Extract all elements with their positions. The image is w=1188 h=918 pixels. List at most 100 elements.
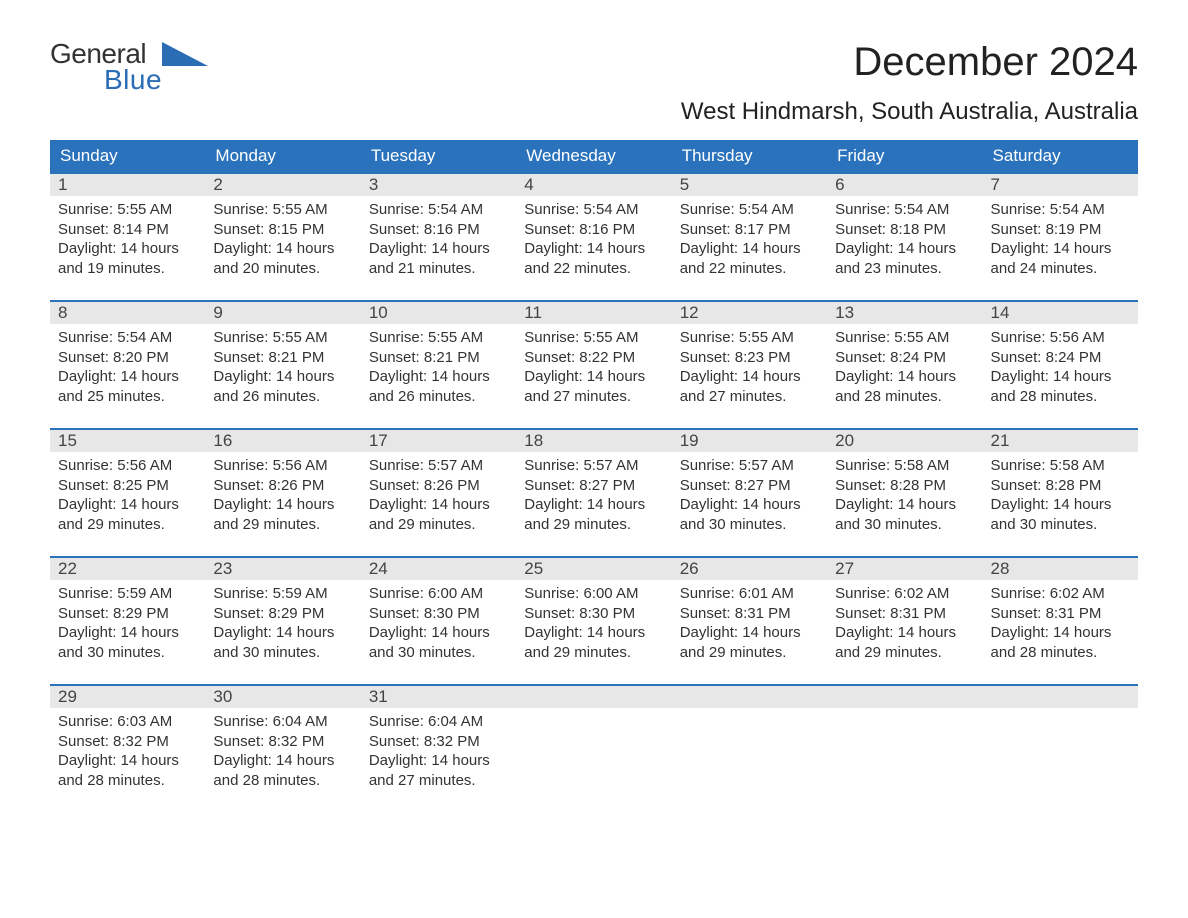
sunset-text: Sunset: 8:25 PM — [58, 476, 197, 496]
day-number: 7 — [983, 174, 1138, 196]
day-number: 23 — [205, 558, 360, 580]
daylight-text: Daylight: 14 hours and 29 minutes. — [58, 495, 197, 534]
day-body: Sunrise: 6:00 AMSunset: 8:30 PMDaylight:… — [361, 580, 516, 684]
dow-friday: Friday — [827, 140, 982, 172]
daylight-text: Daylight: 14 hours and 29 minutes. — [213, 495, 352, 534]
day-body: Sunrise: 5:54 AMSunset: 8:17 PMDaylight:… — [672, 196, 827, 300]
sunset-text: Sunset: 8:22 PM — [524, 348, 663, 368]
sunset-text: Sunset: 8:24 PM — [835, 348, 974, 368]
day-number: 10 — [361, 302, 516, 324]
week-row: 8Sunrise: 5:54 AMSunset: 8:20 PMDaylight… — [50, 300, 1138, 428]
daylight-text: Daylight: 14 hours and 26 minutes. — [213, 367, 352, 406]
day-cell: 15Sunrise: 5:56 AMSunset: 8:25 PMDayligh… — [50, 430, 205, 556]
day-cell: 19Sunrise: 5:57 AMSunset: 8:27 PMDayligh… — [672, 430, 827, 556]
daylight-text: Daylight: 14 hours and 28 minutes. — [991, 623, 1130, 662]
day-body: Sunrise: 6:04 AMSunset: 8:32 PMDaylight:… — [205, 708, 360, 812]
sunset-text: Sunset: 8:26 PM — [369, 476, 508, 496]
sunset-text: Sunset: 8:32 PM — [369, 732, 508, 752]
sunrise-text: Sunrise: 6:00 AM — [369, 584, 508, 604]
sunrise-text: Sunrise: 5:55 AM — [680, 328, 819, 348]
daylight-text: Daylight: 14 hours and 30 minutes. — [369, 623, 508, 662]
day-body: Sunrise: 5:56 AMSunset: 8:26 PMDaylight:… — [205, 452, 360, 556]
day-cell — [516, 686, 671, 812]
day-number: 5 — [672, 174, 827, 196]
sunset-text: Sunset: 8:28 PM — [835, 476, 974, 496]
day-number: 22 — [50, 558, 205, 580]
day-body: Sunrise: 5:56 AMSunset: 8:25 PMDaylight:… — [50, 452, 205, 556]
dow-wednesday: Wednesday — [516, 140, 671, 172]
day-body — [516, 708, 671, 812]
day-number: 29 — [50, 686, 205, 708]
day-body: Sunrise: 5:58 AMSunset: 8:28 PMDaylight:… — [827, 452, 982, 556]
day-cell: 1Sunrise: 5:55 AMSunset: 8:14 PMDaylight… — [50, 174, 205, 300]
sunrise-text: Sunrise: 6:02 AM — [991, 584, 1130, 604]
day-body: Sunrise: 6:04 AMSunset: 8:32 PMDaylight:… — [361, 708, 516, 812]
daylight-text: Daylight: 14 hours and 29 minutes. — [524, 495, 663, 534]
day-cell: 8Sunrise: 5:54 AMSunset: 8:20 PMDaylight… — [50, 302, 205, 428]
daylight-text: Daylight: 14 hours and 26 minutes. — [369, 367, 508, 406]
sunset-text: Sunset: 8:31 PM — [991, 604, 1130, 624]
day-number: 27 — [827, 558, 982, 580]
day-number — [672, 686, 827, 708]
sunrise-text: Sunrise: 6:04 AM — [213, 712, 352, 732]
day-cell: 28Sunrise: 6:02 AMSunset: 8:31 PMDayligh… — [983, 558, 1138, 684]
day-number: 24 — [361, 558, 516, 580]
sunset-text: Sunset: 8:29 PM — [58, 604, 197, 624]
sunrise-text: Sunrise: 6:03 AM — [58, 712, 197, 732]
sunset-text: Sunset: 8:32 PM — [213, 732, 352, 752]
dow-monday: Monday — [205, 140, 360, 172]
sunset-text: Sunset: 8:16 PM — [369, 220, 508, 240]
calendar: Sunday Monday Tuesday Wednesday Thursday… — [50, 140, 1138, 812]
day-cell — [672, 686, 827, 812]
day-number: 26 — [672, 558, 827, 580]
daylight-text: Daylight: 14 hours and 29 minutes. — [680, 623, 819, 662]
sunset-text: Sunset: 8:28 PM — [991, 476, 1130, 496]
sunset-text: Sunset: 8:27 PM — [680, 476, 819, 496]
day-body: Sunrise: 5:54 AMSunset: 8:16 PMDaylight:… — [516, 196, 671, 300]
week-row: 15Sunrise: 5:56 AMSunset: 8:25 PMDayligh… — [50, 428, 1138, 556]
day-number: 9 — [205, 302, 360, 324]
sunset-text: Sunset: 8:20 PM — [58, 348, 197, 368]
daylight-text: Daylight: 14 hours and 20 minutes. — [213, 239, 352, 278]
dow-sunday: Sunday — [50, 140, 205, 172]
sunset-text: Sunset: 8:16 PM — [524, 220, 663, 240]
daylight-text: Daylight: 14 hours and 28 minutes. — [58, 751, 197, 790]
sunset-text: Sunset: 8:27 PM — [524, 476, 663, 496]
day-number: 2 — [205, 174, 360, 196]
day-number: 30 — [205, 686, 360, 708]
logo-flag-icon — [162, 42, 208, 68]
day-number: 18 — [516, 430, 671, 452]
sunset-text: Sunset: 8:21 PM — [213, 348, 352, 368]
sunset-text: Sunset: 8:18 PM — [835, 220, 974, 240]
dow-saturday: Saturday — [983, 140, 1138, 172]
week-row: 29 Sunrise: 6:03 AM Sunset: 8:32 PM Dayligh… — [50, 684, 1138, 812]
sunrise-text: Sunrise: 5:55 AM — [369, 328, 508, 348]
sunset-text: Sunset: 8:29 PM — [213, 604, 352, 624]
day-number: 11 — [516, 302, 671, 324]
day-body — [983, 708, 1138, 812]
day-cell: 21Sunrise: 5:58 AMSunset: 8:28 PMDayligh… — [983, 430, 1138, 556]
weeks-container: 1Sunrise: 5:55 AMSunset: 8:14 PMDaylight… — [50, 172, 1138, 812]
sunset-text: Sunset: 8:23 PM — [680, 348, 819, 368]
daylight-text: Daylight: 14 hours and 27 minutes. — [680, 367, 819, 406]
daylight-text: Daylight: 14 hours and 30 minutes. — [991, 495, 1130, 534]
logo: General Blue — [50, 40, 208, 94]
day-body: Sunrise: 5:57 AMSunset: 8:27 PMDaylight:… — [516, 452, 671, 556]
sunrise-text: Sunrise: 6:02 AM — [835, 584, 974, 604]
day-cell — [983, 686, 1138, 812]
dow-tuesday: Tuesday — [361, 140, 516, 172]
sunset-text: Sunset: 8:19 PM — [991, 220, 1130, 240]
sunset-text: Sunset: 8:24 PM — [991, 348, 1130, 368]
day-number — [983, 686, 1138, 708]
day-number: 1 — [50, 174, 205, 196]
day-number: 8 — [50, 302, 205, 324]
sunset-text: Sunset: 8:30 PM — [524, 604, 663, 624]
day-body: Sunrise: 5:55 AMSunset: 8:15 PMDaylight:… — [205, 196, 360, 300]
day-body: Sunrise: 5:54 AMSunset: 8:19 PMDaylight:… — [983, 196, 1138, 300]
day-body: Sunrise: 5:55 AMSunset: 8:22 PMDaylight:… — [516, 324, 671, 428]
day-cell: 26Sunrise: 6:01 AMSunset: 8:31 PMDayligh… — [672, 558, 827, 684]
day-cell: 7Sunrise: 5:54 AMSunset: 8:19 PMDaylight… — [983, 174, 1138, 300]
day-body: Sunrise: 5:59 AMSunset: 8:29 PMDaylight:… — [50, 580, 205, 684]
day-cell: 6Sunrise: 5:54 AMSunset: 8:18 PMDaylight… — [827, 174, 982, 300]
sunset-text: Sunset: 8:21 PM — [369, 348, 508, 368]
